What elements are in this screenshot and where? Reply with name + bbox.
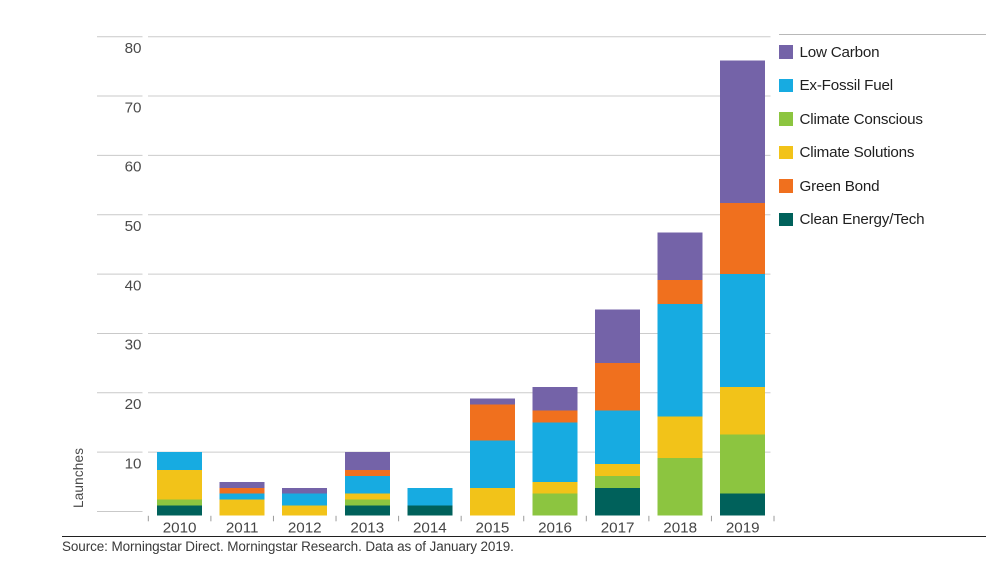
bar-segment-2017-clean-energy-tech [595, 487, 641, 516]
bar-segment-2014-ex-fossil-fuel [407, 487, 453, 506]
bar-segment-2018-low-carbon [657, 232, 703, 281]
legend-item-climate-conscious: Climate Conscious [779, 110, 986, 128]
source-note: Source: Morningstar Direct. Morningstar … [62, 539, 514, 554]
legend-swatch-icon [779, 112, 793, 126]
bar-segment-2016-climate-solutions [532, 481, 578, 494]
bar-segment-2018-climate-conscious [657, 458, 703, 516]
bar-segment-2016-ex-fossil-fuel [532, 422, 578, 482]
bar-segment-2010-clean-energy-tech [157, 505, 203, 516]
x-tick-label-2015: 2015 [476, 520, 510, 537]
bar-segment-2011-climate-solutions [219, 499, 265, 516]
bar-segment-2013-ex-fossil-fuel [344, 475, 390, 494]
bar-segment-2015-ex-fossil-fuel [469, 440, 515, 488]
bar-segment-2015-green-bond [469, 404, 515, 441]
y-tick-label-20: 20 [125, 396, 142, 413]
y-axis-title: Launches [71, 447, 86, 509]
bar-segment-2017-ex-fossil-fuel [595, 410, 641, 465]
legend-swatch-icon [779, 212, 793, 227]
y-tick-label-70: 70 [125, 99, 142, 116]
bar-segment-2014-clean-energy-tech [407, 505, 453, 516]
x-tick-label-2014: 2014 [413, 520, 447, 537]
bar-segment-2019-clean-energy-tech [720, 493, 766, 516]
bar-segment-2019-green-bond [720, 202, 766, 275]
bar-segment-2015-climate-solutions [469, 487, 515, 516]
bar-segment-2018-green-bond [657, 280, 703, 304]
bar-segment-2012-ex-fossil-fuel [282, 493, 328, 506]
chart-legend: Low Carbon Ex-Fossil Fuel Climate Consciou… [779, 34, 986, 246]
x-tick-label-2011: 2011 [226, 520, 259, 537]
legend-swatch-icon [779, 179, 793, 193]
bar-segment-2012-climate-solutions [282, 505, 328, 516]
bar-segment-2015-low-carbon [469, 398, 515, 405]
legend-swatch-icon [779, 145, 793, 160]
bar-segment-2017-climate-solutions [595, 464, 641, 476]
x-tick-label-2012: 2012 [288, 520, 322, 537]
x-tick-label-2018: 2018 [663, 520, 697, 537]
bar-segment-2017-green-bond [595, 363, 641, 411]
legend-item-low-carbon: Low Carbon [779, 43, 986, 61]
bar-segment-2019-ex-fossil-fuel [720, 274, 766, 387]
legend-label: Ex-Fossil Fuel [799, 77, 894, 94]
legend-item-clean-energy-tech: Clean Energy/Tech [779, 211, 986, 228]
y-tick-label-80: 80 [125, 40, 142, 57]
figure-divider-line [62, 535, 986, 538]
bar-segment-2010-climate-solutions [157, 469, 203, 500]
bar-segment-2017-climate-conscious [595, 475, 641, 488]
bar-segment-2011-low-carbon [219, 481, 265, 488]
legend-item-green-bond: Green Bond [779, 177, 986, 195]
bar-segment-2019-low-carbon [720, 60, 766, 203]
bar-segment-2012-low-carbon [282, 487, 328, 494]
legend-label: Climate Solutions [799, 144, 915, 161]
x-tick-label-2013: 2013 [350, 520, 384, 537]
legend-swatch-icon [779, 45, 793, 59]
bar-segment-2016-climate-conscious [532, 493, 578, 516]
bar-segment-2013-clean-energy-tech [344, 505, 390, 516]
legend-label: Clean Energy/Tech [799, 211, 925, 228]
bar-segment-2010-ex-fossil-fuel [157, 452, 203, 470]
y-tick-label-50: 50 [125, 218, 142, 235]
bar-segment-2016-green-bond [532, 410, 578, 423]
y-tick-label-40: 40 [125, 277, 142, 294]
bar-segment-2013-green-bond [344, 469, 390, 476]
bar-segment-2010-climate-conscious [157, 499, 203, 506]
legend-swatch-icon [779, 78, 793, 93]
bar-segment-2017-low-carbon [595, 309, 641, 364]
x-tick-label-2010: 2010 [163, 520, 197, 537]
x-tick-label-2016: 2016 [538, 520, 572, 537]
bar-segment-2016-low-carbon [532, 386, 578, 411]
bar-segment-2011-green-bond [219, 487, 265, 494]
y-tick-label-10: 10 [125, 455, 142, 472]
legend-label: Climate Conscious [799, 110, 923, 128]
bar-segment-2013-climate-solutions [344, 493, 390, 500]
bar-segment-2018-ex-fossil-fuel [657, 303, 703, 417]
bar-segment-2011-ex-fossil-fuel [219, 493, 265, 500]
legend-item-climate-solutions: Climate Solutions [779, 144, 986, 161]
legend-label: Low Carbon [799, 43, 880, 61]
bar-segment-2018-climate-solutions [657, 416, 703, 459]
bar-segment-2013-low-carbon [344, 452, 390, 470]
bar-segment-2019-climate-solutions [720, 386, 766, 435]
y-tick-label-60: 60 [125, 159, 142, 176]
x-tick-label-2019: 2019 [726, 520, 760, 537]
bar-segment-2013-climate-conscious [344, 499, 390, 506]
x-tick-label-2017: 2017 [601, 520, 635, 537]
legend-label: Green Bond [799, 177, 880, 195]
bar-segment-2019-climate-conscious [720, 434, 766, 494]
legend-item-ex-fossil-fuel: Ex-Fossil Fuel [779, 77, 986, 94]
y-tick-label-30: 30 [125, 337, 142, 354]
